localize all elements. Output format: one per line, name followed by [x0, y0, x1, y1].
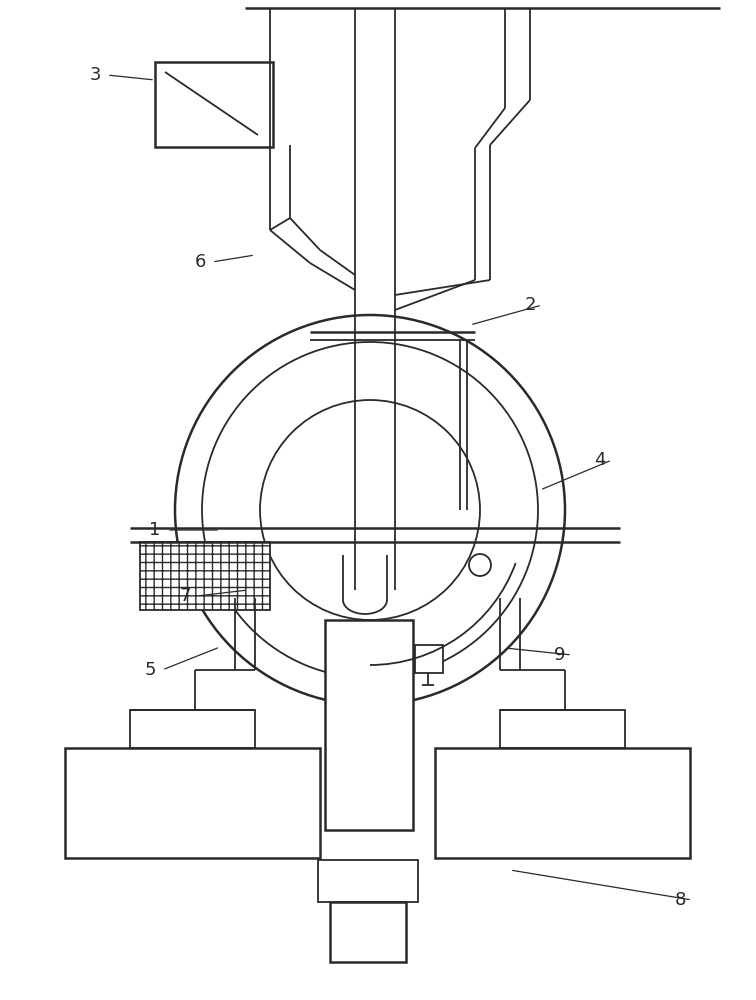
Text: 7: 7 [179, 587, 191, 605]
Bar [435, 748, 690, 858]
Text: 9: 9 [554, 646, 565, 664]
Bar [65, 748, 320, 858]
Text: 8: 8 [674, 891, 686, 909]
Bar [130, 710, 255, 748]
Bar [415, 645, 443, 673]
Text: 4: 4 [594, 451, 606, 469]
Text: 3: 3 [89, 66, 101, 84]
Text: 1: 1 [150, 521, 161, 539]
Bar [140, 542, 270, 610]
Bar [155, 62, 273, 147]
Bar [325, 620, 413, 830]
Text: 5: 5 [144, 661, 156, 679]
Bar [330, 902, 406, 962]
Text: 2: 2 [524, 296, 536, 314]
Text: 6: 6 [194, 253, 206, 271]
Bar [500, 710, 625, 748]
Bar [318, 860, 418, 902]
